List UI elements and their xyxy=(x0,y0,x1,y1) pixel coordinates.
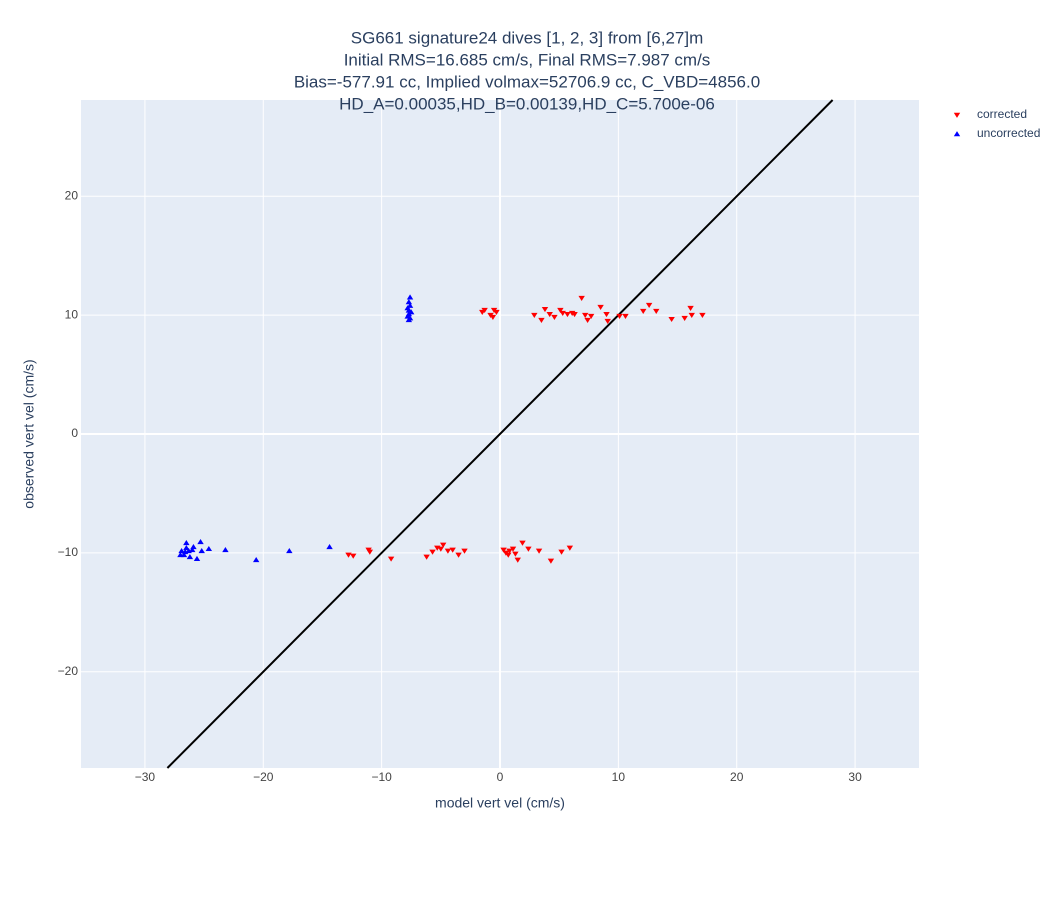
point xyxy=(455,552,462,558)
point xyxy=(512,551,519,557)
y-axis-title: observed vert vel (cm/s) xyxy=(21,359,37,508)
point xyxy=(439,542,447,548)
point xyxy=(423,554,430,560)
point xyxy=(653,308,660,314)
chart-title: Bias=-577.91 cc, Implied volmax=52706.9 … xyxy=(294,72,760,91)
point xyxy=(558,549,565,555)
point xyxy=(429,549,436,555)
point xyxy=(519,540,526,546)
point xyxy=(681,315,688,321)
point xyxy=(345,552,352,558)
point xyxy=(546,311,553,318)
point xyxy=(183,544,190,551)
point xyxy=(198,547,205,554)
point xyxy=(481,307,488,314)
point xyxy=(205,545,213,552)
point xyxy=(177,552,184,558)
x-tick-label: 20 xyxy=(730,770,744,784)
point xyxy=(587,313,595,319)
x-tick-label: 30 xyxy=(848,770,862,784)
point xyxy=(699,312,706,319)
point xyxy=(551,314,558,321)
y-tick-label: 20 xyxy=(65,188,79,202)
reference-line xyxy=(166,99,834,769)
point xyxy=(406,294,414,300)
point xyxy=(557,307,564,314)
point xyxy=(178,547,185,554)
point xyxy=(286,547,293,554)
legend-symbol xyxy=(953,112,961,118)
point xyxy=(559,310,566,316)
point xyxy=(688,312,695,319)
point xyxy=(489,314,497,321)
point xyxy=(566,545,574,551)
point xyxy=(584,317,591,324)
point xyxy=(687,305,694,312)
point xyxy=(525,546,532,552)
x-tick-label: −10 xyxy=(371,770,392,784)
point xyxy=(189,547,196,553)
point xyxy=(531,312,538,319)
point xyxy=(252,556,260,563)
x-tick-label: −30 xyxy=(135,770,156,784)
legend-symbol xyxy=(953,131,961,137)
point xyxy=(535,548,543,554)
chart-title: Initial RMS=16.685 cm/s, Final RMS=7.987… xyxy=(344,50,711,69)
point xyxy=(387,556,395,562)
point xyxy=(538,317,545,324)
point xyxy=(571,311,578,318)
point xyxy=(350,553,357,559)
point xyxy=(564,311,571,318)
y-tick-label: 0 xyxy=(71,426,78,440)
y-tick-label: −10 xyxy=(58,545,79,559)
x-tick-label: 10 xyxy=(612,770,626,784)
point xyxy=(640,308,647,314)
point xyxy=(437,546,445,552)
point xyxy=(190,544,197,550)
point xyxy=(500,547,507,553)
point xyxy=(541,306,549,313)
point xyxy=(326,544,333,550)
x-tick-label: 0 xyxy=(497,770,504,784)
point xyxy=(193,555,201,562)
point xyxy=(181,549,189,555)
point xyxy=(366,549,374,555)
point xyxy=(186,554,194,560)
point xyxy=(444,548,452,554)
point xyxy=(582,312,589,319)
point xyxy=(183,539,190,546)
chart-title: HD_A=0.00035,HD_B=0.00139,HD_C=5.700e-06 xyxy=(339,94,715,113)
point xyxy=(603,311,610,318)
point xyxy=(514,557,521,563)
point xyxy=(505,552,512,558)
point xyxy=(509,546,517,552)
point xyxy=(597,304,604,311)
point xyxy=(622,313,629,319)
point xyxy=(506,548,513,554)
point xyxy=(222,547,229,553)
legend-label: uncorrected xyxy=(977,126,1040,140)
point xyxy=(616,313,623,319)
y-tick-label: 10 xyxy=(65,307,79,321)
legend-label: corrected xyxy=(977,107,1027,121)
y-tick-label: −20 xyxy=(58,664,79,678)
point xyxy=(461,548,468,554)
point xyxy=(645,302,653,309)
point xyxy=(493,309,500,316)
x-tick-label: −20 xyxy=(253,770,274,784)
point xyxy=(668,316,675,323)
point xyxy=(449,547,456,553)
chart-title: SG661 signature24 dives [1, 2, 3] from [… xyxy=(351,28,703,47)
point xyxy=(405,299,413,305)
point xyxy=(604,318,611,324)
x-axis-title: model vert vel (cm/s) xyxy=(435,795,565,811)
point xyxy=(197,539,204,545)
point xyxy=(547,558,555,564)
point xyxy=(405,317,413,323)
point xyxy=(578,295,585,302)
